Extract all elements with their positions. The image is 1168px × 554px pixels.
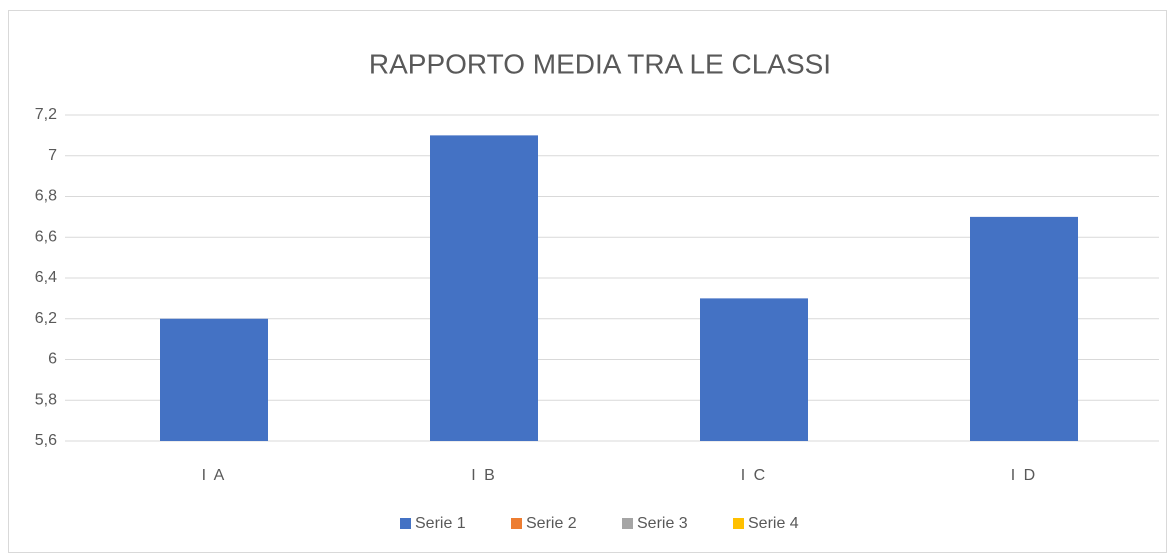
y-tick-label: 6 (48, 351, 57, 368)
legend-swatch (733, 518, 744, 529)
y-tick-label: 6,4 (35, 269, 57, 286)
bar (700, 298, 808, 441)
y-tick-label: 6,8 (35, 188, 57, 205)
x-tick-label: I C (741, 467, 767, 484)
y-tick-label: 5,8 (35, 391, 57, 408)
legend-label: Serie 2 (526, 515, 577, 532)
y-tick-label: 6,2 (35, 310, 57, 327)
legend-label: Serie 4 (748, 515, 799, 532)
y-tick-label: 7,2 (35, 106, 57, 123)
legend-swatch (511, 518, 522, 529)
bar (160, 318, 268, 441)
bar (430, 135, 538, 441)
y-tick-label: 5,6 (35, 432, 57, 449)
legend-swatch (400, 518, 411, 529)
chart-title: RAPPORTO MEDIA TRA LE CLASSI (369, 48, 831, 79)
y-tick-label: 6,6 (35, 228, 57, 245)
legend-label: Serie 1 (415, 515, 466, 532)
x-tick-label: I D (1011, 467, 1037, 484)
legend-label: Serie 3 (637, 515, 688, 532)
bar (970, 216, 1078, 441)
y-tick-label: 7 (48, 147, 57, 164)
legend-swatch (622, 518, 633, 529)
x-tick-label: I B (471, 467, 497, 484)
x-tick-label: I A (202, 467, 227, 484)
